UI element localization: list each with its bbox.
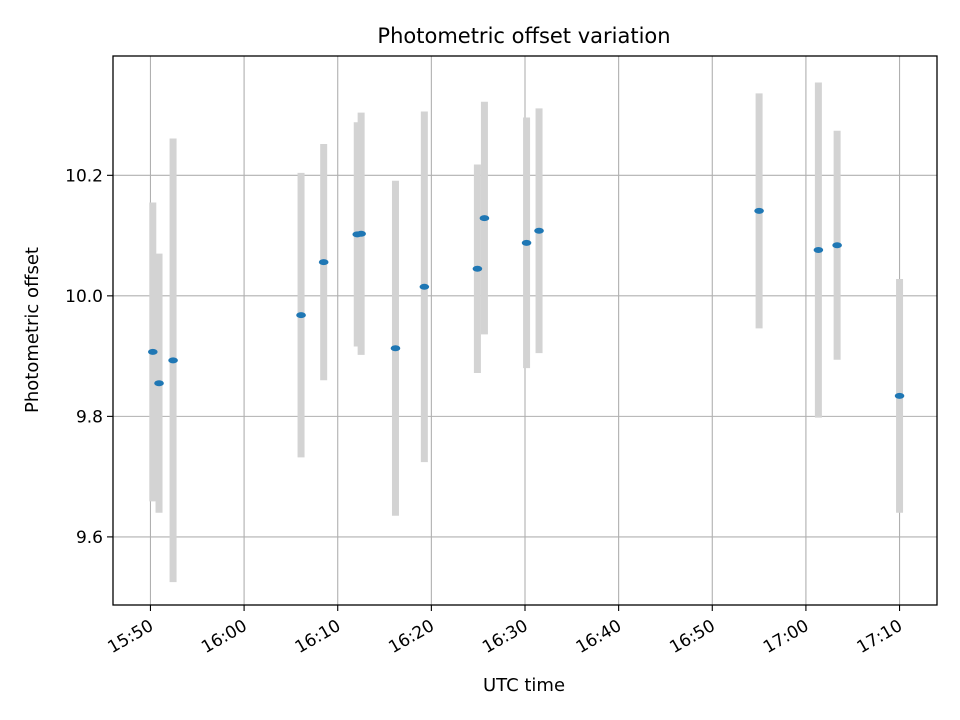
y-axis-label: Photometric offset — [22, 247, 43, 413]
data-point — [168, 357, 178, 364]
data-point — [894, 392, 905, 399]
data-point — [832, 242, 842, 249]
grid — [113, 56, 937, 605]
data-point — [318, 259, 329, 266]
data-point — [147, 348, 158, 355]
data-point — [754, 207, 764, 214]
data-point — [419, 283, 430, 290]
data-point — [813, 247, 824, 254]
y-tick-label: 10.0 — [65, 287, 103, 307]
data-point — [472, 265, 483, 272]
data-point — [390, 345, 401, 352]
x-axis-label: UTC time — [483, 675, 565, 696]
y-tick-label: 9.8 — [76, 407, 103, 427]
y-tick-label: 10.2 — [65, 166, 103, 186]
data-points — [147, 207, 905, 399]
data-point — [154, 380, 164, 387]
chart-title: Photometric offset variation — [377, 24, 670, 48]
data-point — [296, 312, 306, 319]
y-tick-label: 9.6 — [76, 528, 103, 548]
data-point — [356, 230, 366, 237]
data-point — [521, 239, 532, 246]
y-axis-ticks: 9.6 9.8 10.0 10.2 — [65, 166, 113, 548]
data-point — [534, 227, 544, 234]
data-point — [479, 215, 490, 222]
